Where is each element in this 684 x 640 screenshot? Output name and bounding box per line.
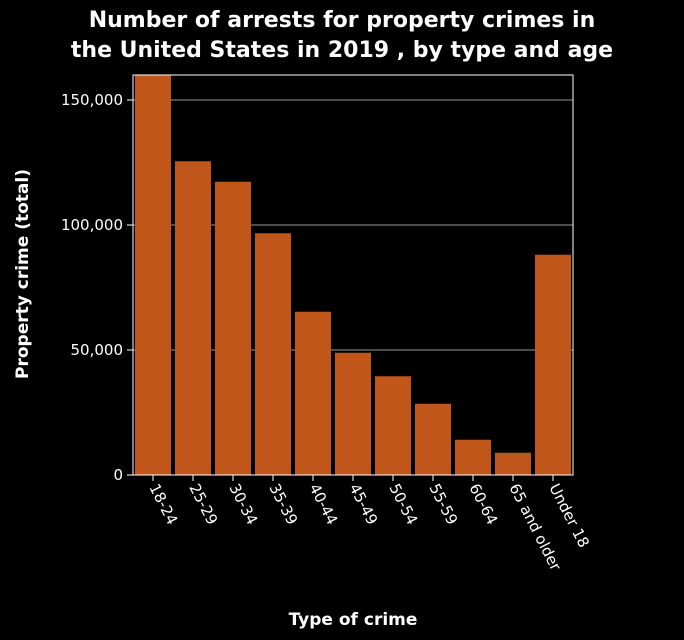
x-tick-label: 30-34 [225,481,261,528]
bar-55-59 [415,403,451,475]
chart-title: Number of arrests for property crimes in… [0,6,684,66]
bar-40-44 [295,311,331,475]
y-axis-ticks: 0 50,000 100,000 150,000 [61,91,133,484]
x-tick-label: 35-39 [265,481,301,528]
bar-60-64 [455,439,491,475]
x-tick-label: 50-54 [385,481,421,528]
x-tick-label: 40-44 [305,481,341,528]
x-tick-label: 25-29 [185,481,221,528]
y-tick-label: 150,000 [61,91,123,109]
x-tick-label: 60-64 [465,481,501,528]
bars [135,75,571,475]
y-tick-label: 0 [113,466,123,484]
y-axis-title: Property crime (total) [13,169,33,379]
x-tick-label: 18-24 [145,481,181,528]
x-axis-ticks: 18-24 25-29 30-34 35-39 40-44 45-49 50-54 55-59… [145,475,593,574]
chart-title-line-2: the United States in 2019 , by type and … [70,38,614,63]
y-tick-label: 100,000 [61,216,123,234]
bar-35-39 [255,233,291,475]
bar-45-49 [335,352,371,475]
bar-25-29 [175,161,211,475]
bar-30-34 [215,181,251,475]
x-tick-label: 45-49 [345,481,381,528]
y-tick-label: 50,000 [71,341,124,359]
chart-title-line-1: Number of arrests for property crimes in [88,8,596,33]
bar-50-54 [375,376,411,475]
bar-18-24 [135,75,171,475]
x-axis-title: Type of crime [289,610,418,630]
bar-65-and-older [495,452,531,475]
bar-under-18 [535,254,571,475]
x-tick-label: 55-59 [425,481,461,528]
